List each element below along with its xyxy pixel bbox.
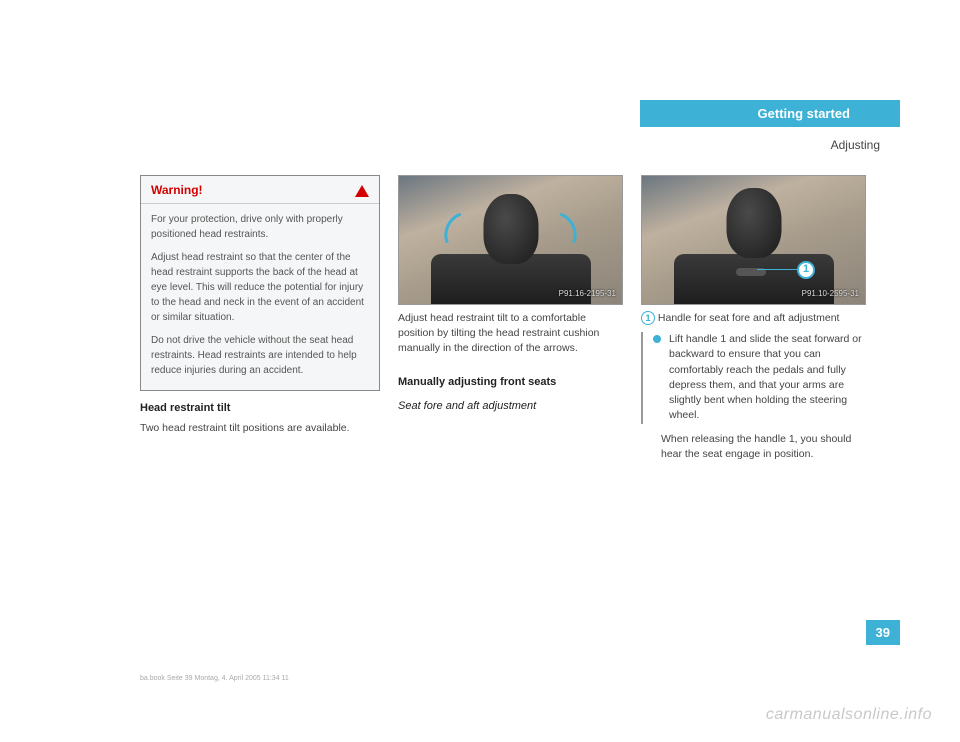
page-subheading: Adjusting	[831, 138, 880, 152]
footer-filename: ba.book Seite 39 Montag, 4. April 2005 1…	[140, 675, 289, 682]
watermark-text: carmanualsonline.info	[766, 706, 932, 724]
column-left: Warning! For your protection, drive only…	[140, 175, 380, 462]
subheading-manual-adjust: Manually adjusting front seats	[398, 375, 623, 391]
body-text: Two head restraint tilt positions are av…	[140, 421, 380, 436]
action-bullet-icon	[653, 335, 661, 343]
arrow-right-icon	[553, 213, 584, 244]
warning-paragraph: Adjust head restraint so that the center…	[151, 250, 369, 325]
warning-body: For your protection, drive only with pro…	[141, 204, 379, 390]
column-middle: P91.16-2195-31 Adjust head restraint til…	[398, 175, 623, 462]
figure-code: P91.16-2195-31	[559, 288, 616, 300]
action-step: Lift handle 1 and slide the seat forward…	[641, 332, 866, 423]
arrow-left-icon	[438, 213, 469, 244]
warning-title: Warning!	[151, 182, 203, 199]
warning-paragraph: For your protection, drive only with pro…	[151, 212, 369, 242]
manual-page: Getting started Adjusting Warning! For y…	[0, 0, 960, 742]
callout-text: Handle for seat fore and aft adjustment	[658, 312, 840, 324]
callout-definition: 1 Handle for seat fore and aft adjustmen…	[641, 311, 866, 326]
section-tab: Getting started	[640, 100, 900, 127]
subheading-fore-aft: Seat fore and aft adjustment	[398, 399, 623, 415]
body-text: Adjust head restraint tilt to a comforta…	[398, 311, 623, 357]
body-text: When releasing the handle 1, you should …	[641, 432, 866, 462]
content-columns: Warning! For your protection, drive only…	[140, 175, 900, 462]
callout-circle: 1	[797, 261, 815, 279]
warning-triangle-icon	[355, 185, 369, 197]
figure-headrest-tilt: P91.16-2195-31	[398, 175, 623, 305]
column-right: 1 P91.10-2595-31 1 Handle for seat fore …	[641, 175, 866, 462]
warning-box: Warning! For your protection, drive only…	[140, 175, 380, 391]
figure-code: P91.10-2595-31	[802, 288, 859, 300]
callout-leader-line	[757, 269, 797, 271]
warning-header: Warning!	[141, 176, 379, 204]
action-text: Lift handle 1 and slide the seat forward…	[669, 332, 866, 423]
subheading-tilt: Head restraint tilt	[140, 401, 380, 417]
page-number: 39	[866, 620, 900, 645]
warning-paragraph: Do not drive the vehicle without the sea…	[151, 333, 369, 378]
figure-seat-adjust: 1 P91.10-2595-31	[641, 175, 866, 305]
figure-headrest	[726, 188, 781, 258]
figure-headrest	[483, 194, 538, 264]
callout-number-icon: 1	[641, 311, 655, 325]
